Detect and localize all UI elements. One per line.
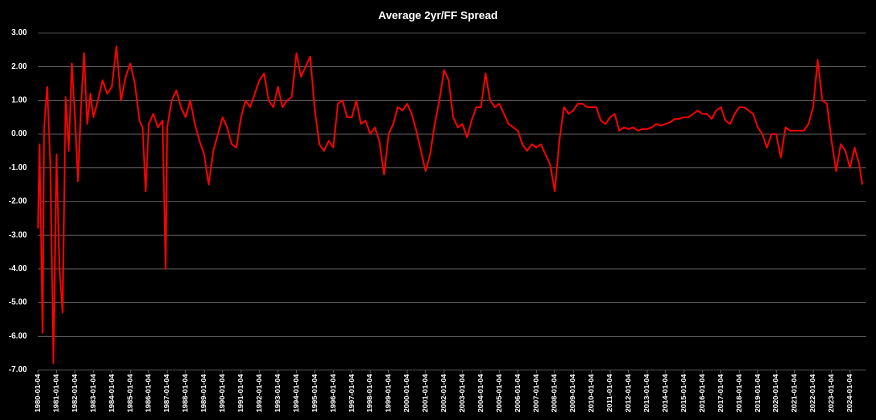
x-tick-label: 2017-01-04 <box>716 373 725 412</box>
x-tick-label: 1996-01-04 <box>328 373 337 412</box>
x-tick-label: 1994-01-04 <box>291 373 300 412</box>
x-tick-label: 1982-01-04 <box>70 373 79 412</box>
x-tick-label: 1985-01-04 <box>125 373 134 412</box>
x-tick-label: 2014-01-04 <box>660 373 669 412</box>
y-tick-label: 1.00 <box>11 96 27 105</box>
x-tick-label: 2002-01-04 <box>439 373 448 412</box>
x-tick-label: 1991-01-04 <box>236 373 245 412</box>
y-tick-label: 2.00 <box>11 62 27 71</box>
x-tick-label: 2001-01-04 <box>421 373 430 412</box>
y-tick-label: -5.00 <box>9 298 28 307</box>
x-tick-label: 1981-01-04 <box>51 373 60 412</box>
x-tick-label: 2018-01-04 <box>734 373 743 412</box>
y-tick-label: -6.00 <box>9 331 28 340</box>
data-line <box>37 45 864 365</box>
x-tick-label: 1999-01-04 <box>384 373 393 412</box>
x-tick-label: 1990-01-04 <box>218 373 227 412</box>
x-tick-label: 2003-01-04 <box>457 373 466 412</box>
x-tick-label: 1986-01-04 <box>144 373 153 412</box>
x-tick-label: 1988-01-04 <box>181 373 190 412</box>
x-tick-label: 2015-01-04 <box>679 373 688 412</box>
x-tick-label: 2005-01-04 <box>494 373 503 412</box>
y-tick-label: -7.00 <box>9 365 28 374</box>
x-tick-label: 2008-01-04 <box>550 373 559 412</box>
x-tick-label: 2004-01-04 <box>476 373 485 412</box>
y-tick-label: 3.00 <box>11 28 27 37</box>
y-tick-label: -2.00 <box>9 197 28 206</box>
x-tick-label: 2019-01-04 <box>753 373 762 412</box>
x-tick-label: 1983-01-04 <box>88 373 97 412</box>
y-tick-label: -3.00 <box>9 230 28 239</box>
x-tick-label: 2024-01-04 <box>845 373 854 412</box>
x-tick-label: 1987-01-04 <box>162 373 171 412</box>
x-tick-label: 2010-01-04 <box>587 373 596 412</box>
x-tick-label: 2007-01-04 <box>531 373 540 412</box>
y-tick-label: -1.00 <box>9 163 28 172</box>
x-tick-label: 2016-01-04 <box>697 373 706 412</box>
x-tick-label: 2000-01-04 <box>402 373 411 412</box>
x-tick-label: 2023-01-04 <box>827 373 836 412</box>
x-tick-label: 1989-01-04 <box>199 373 208 412</box>
x-tick-label: 1980-01-04 <box>33 373 42 412</box>
x-tick-label: 2012-01-04 <box>624 373 633 412</box>
y-tick-label: 0.00 <box>11 129 27 138</box>
x-tick-label: 1995-01-04 <box>310 373 319 412</box>
x-tick-label: 2011-01-04 <box>605 373 614 412</box>
y-tick-label: -4.00 <box>9 264 28 273</box>
x-tick-label: 1993-01-04 <box>273 373 282 412</box>
chart-title: Average 2yr/FF Spread <box>378 10 497 22</box>
x-tick-label: 1998-01-04 <box>365 373 374 412</box>
x-tick-label: 2022-01-04 <box>808 373 817 412</box>
x-tick-label: 1992-01-04 <box>254 373 263 412</box>
x-tick-label: 2006-01-04 <box>513 373 522 412</box>
x-tick-label: 2021-01-04 <box>790 373 799 412</box>
x-tick-label: 2009-01-04 <box>568 373 577 412</box>
x-tick-label: 2020-01-04 <box>771 373 780 412</box>
x-tick-label: 2013-01-04 <box>642 373 651 412</box>
x-tick-label: 1997-01-04 <box>347 373 356 412</box>
x-tick-label: 1984-01-04 <box>107 373 116 412</box>
